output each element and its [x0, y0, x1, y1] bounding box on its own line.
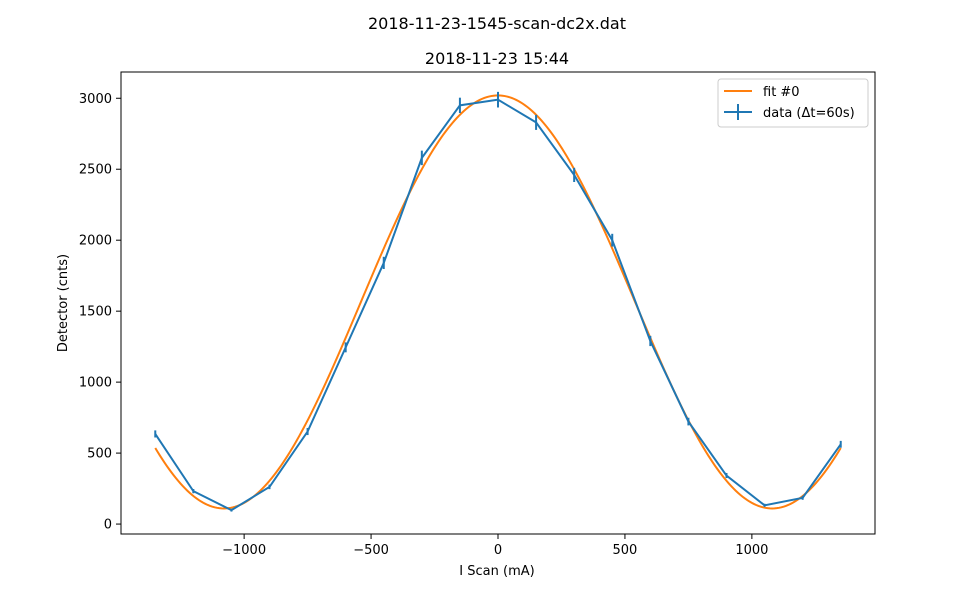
legend-data-label: data (Δt=60s)	[763, 106, 855, 121]
figure-suptitle: 2018-11-23-1545-scan-dc2x.dat	[368, 14, 626, 33]
x-tick-label: −500	[353, 543, 389, 558]
fit-curve	[154, 94, 842, 510]
legend: fit #0 data (Δt=60s)	[717, 78, 869, 128]
y-tick-label: 0	[104, 518, 112, 533]
y-tick-label: 1000	[79, 376, 112, 391]
x-axis-label: I Scan (mA)	[459, 564, 534, 579]
y-axis-label: Detector (cnts)	[56, 254, 71, 352]
data-line	[154, 98, 842, 512]
y-tick-label: 2000	[79, 234, 112, 249]
y-tick-label: 3000	[79, 92, 112, 107]
x-axis: −1000 −500 0 500 1000	[222, 534, 768, 558]
y-tick-label: 500	[87, 447, 112, 462]
series-layer	[154, 91, 842, 512]
plot-area	[120, 71, 876, 535]
legend-frame	[717, 78, 869, 128]
y-tick-label: 1500	[79, 305, 112, 320]
legend-fit-label: fit #0	[763, 85, 800, 100]
x-tick-label: −1000	[222, 543, 266, 558]
chart-title: 2018-11-23 15:44	[425, 49, 569, 68]
x-tick-label: 1000	[735, 543, 768, 558]
y-axis: 0 500 1000 1500 2000 2500 3000	[79, 92, 121, 533]
x-tick-label: 0	[494, 543, 502, 558]
y-tick-label: 2500	[79, 163, 112, 178]
x-tick-label: 500	[613, 543, 638, 558]
